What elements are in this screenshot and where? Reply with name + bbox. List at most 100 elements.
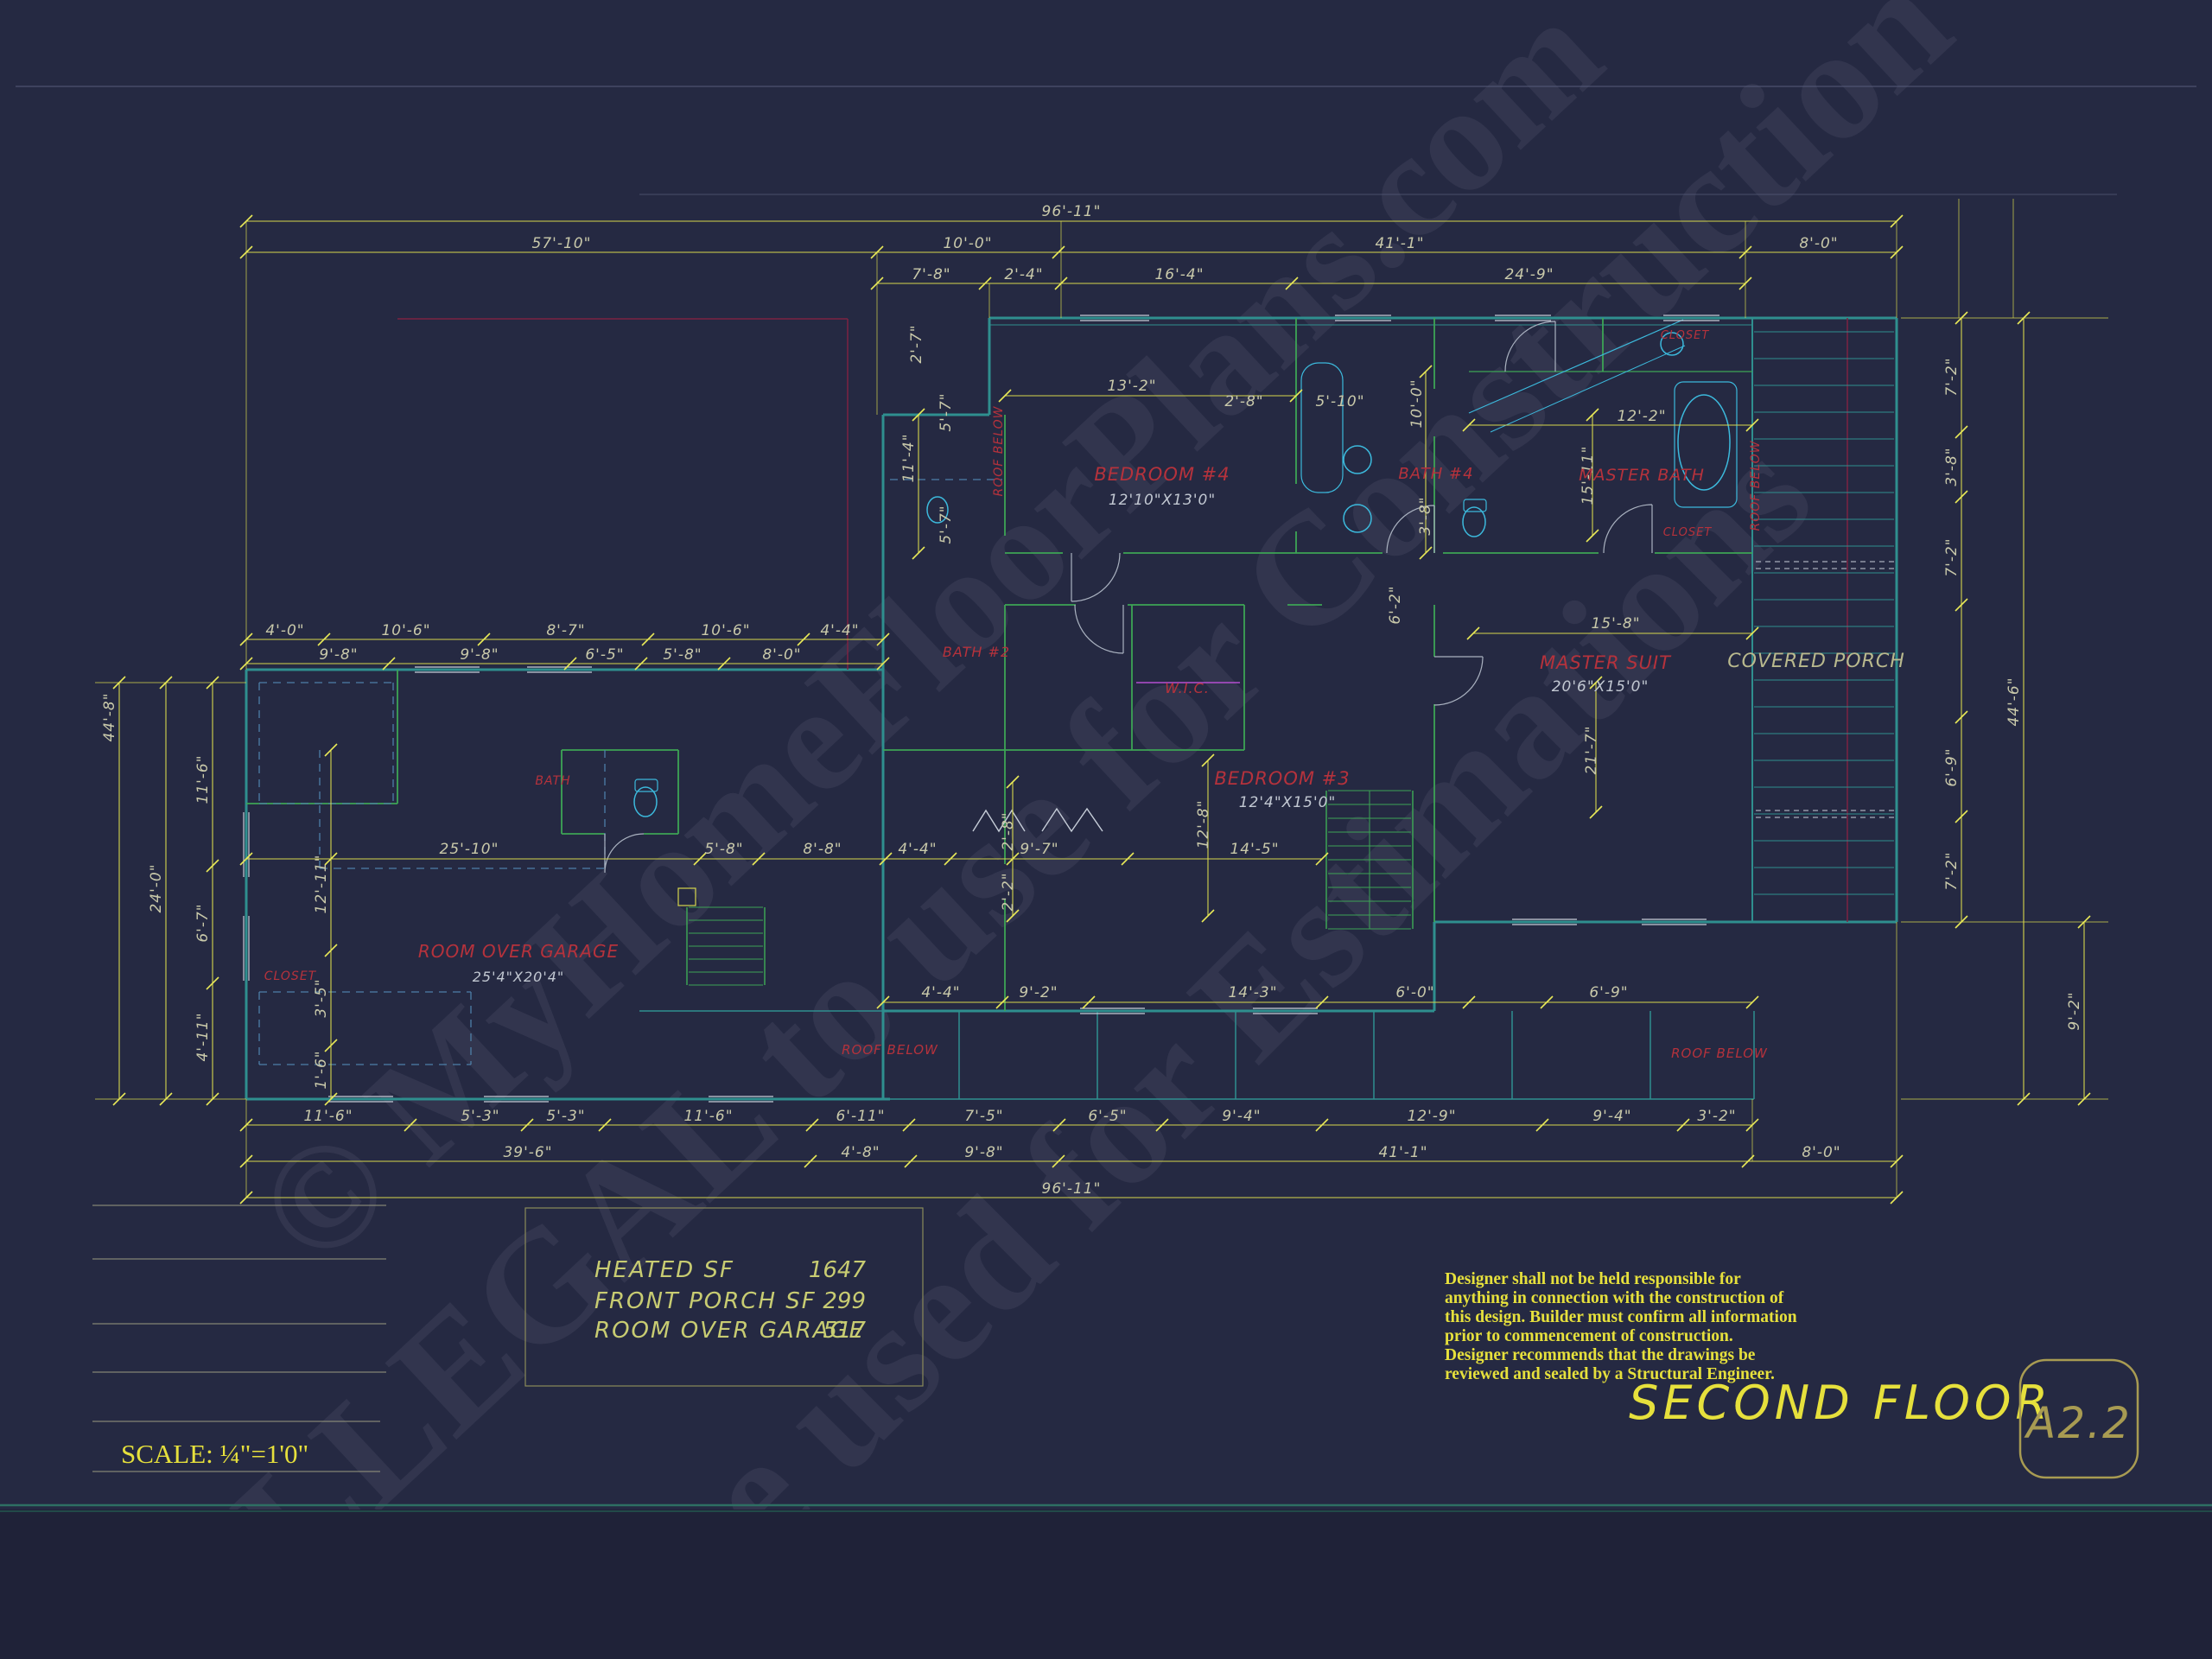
area-table-label: FRONT PORCH SF <box>594 1288 817 1314</box>
dim-tick <box>944 852 957 866</box>
dim-label: 24'-0" <box>148 863 165 912</box>
dim-tick <box>239 632 253 646</box>
area-table-box <box>524 1207 924 1387</box>
dim-label: 2'-8" <box>1224 393 1263 410</box>
dim-label: 44'-8" <box>101 692 118 741</box>
dim-label: 41'-1" <box>1375 235 1424 252</box>
dim-tick <box>159 1092 173 1106</box>
room-label: BATH #2 <box>943 644 1010 660</box>
dim-tick <box>1052 1118 1066 1132</box>
dim-label: 9'-4" <box>1592 1108 1631 1125</box>
dim-tick <box>805 1118 819 1132</box>
dim-label: 2'-2" <box>1000 872 1017 911</box>
dim-label: 6'-9" <box>1943 747 1961 786</box>
dim-tick <box>206 859 219 873</box>
dim-tick <box>879 852 893 866</box>
dim-tick <box>1419 546 1433 560</box>
dim-tick <box>1535 1118 1549 1132</box>
dim-label: 13'-2" <box>1107 378 1156 395</box>
dim-tick <box>1315 995 1329 1009</box>
dim-tick <box>870 276 884 290</box>
dim-tick <box>2017 311 2031 325</box>
room-label: CLOSET <box>264 969 317 983</box>
dim-label: 6'-9" <box>1589 984 1628 1001</box>
area-table-label: HEATED SF <box>594 1257 734 1283</box>
dim-tick <box>324 1039 338 1052</box>
room-label: 12'4"X15'0" <box>1239 794 1337 811</box>
dim-label: 3'-5" <box>313 978 330 1017</box>
dim-label: 6'-5" <box>585 646 624 664</box>
dim-label: 96'-11" <box>1042 203 1102 220</box>
dim-label: 8'-7" <box>546 622 585 639</box>
dim-tick <box>239 245 253 259</box>
dim-tick <box>1890 245 1904 259</box>
dim-tick <box>1315 852 1329 866</box>
dim-tick <box>206 1092 219 1106</box>
dim-label: 12'-2" <box>1617 408 1666 425</box>
detail-path <box>1041 807 1103 833</box>
area-table-value: 517 <box>823 1318 866 1344</box>
disclaimer-line: Designer shall not be held responsible f… <box>1445 1270 1741 1288</box>
dim-label: 9'-8" <box>319 646 358 664</box>
fixture-rect <box>1674 381 1738 508</box>
room-label: COVERED PORCH <box>1727 651 1905 672</box>
dim-tick <box>1054 276 1068 290</box>
detail-path <box>1504 321 1556 372</box>
dim-tick <box>1955 598 1968 612</box>
dim-label: 10'-0" <box>943 235 992 252</box>
fixture-rect <box>634 779 658 792</box>
area-table-value: 1647 <box>809 1257 867 1283</box>
dim-tick <box>1121 852 1135 866</box>
room-label: BEDROOM #4 <box>1094 464 1230 485</box>
dim-tick <box>239 1118 253 1132</box>
dim-tick <box>1745 626 1759 640</box>
dim-tick <box>870 245 884 259</box>
dim-tick <box>1890 1154 1904 1168</box>
dim-tick <box>1745 995 1759 1009</box>
room-label: MASTER BATH <box>1579 466 1705 485</box>
dim-tick <box>2017 1092 2031 1106</box>
room-label: 20'6"X15'0" <box>1552 678 1649 696</box>
dim-label: 14'-3" <box>1228 984 1277 1001</box>
dim-label: 16'-4" <box>1154 266 1204 283</box>
dim-label: 6'-2" <box>1387 585 1404 624</box>
area-table: HEATED SF 1647 FRONT PORCH SF 299 ROOM O… <box>524 1207 924 1387</box>
dim-tick <box>1006 909 1020 923</box>
room-label: BATH #4 <box>1398 465 1473 483</box>
dim-label: 9'-4" <box>1222 1108 1261 1125</box>
detail-path <box>1603 504 1653 554</box>
dim-tick <box>1052 245 1065 259</box>
dim-tick <box>324 944 338 957</box>
dim-tick <box>1419 365 1433 378</box>
dim-label: 96'-11" <box>1042 1180 1102 1198</box>
dim-tick <box>1466 626 1480 640</box>
dim-label: 6'-5" <box>1088 1108 1127 1125</box>
dim-label: 9'-2" <box>1019 984 1058 1001</box>
dim-label: 5'-10" <box>1315 393 1364 410</box>
dim-tick <box>876 995 890 1009</box>
dim-label: 57'-10" <box>532 235 592 252</box>
disclaimer-line: reviewed and sealed by a Structural Engi… <box>1445 1365 1775 1383</box>
dim-label: 12'-9" <box>1407 1108 1456 1125</box>
sheet-number-box <box>2018 1358 2139 1479</box>
fixture-ellipse <box>1660 332 1684 356</box>
dim-label: 11'-6" <box>194 754 212 804</box>
dim-label: 2'-7" <box>908 324 925 363</box>
dim-label: 4'-11" <box>194 1012 212 1061</box>
dim-label: 3'-2" <box>1697 1108 1736 1125</box>
dim-tick <box>317 632 331 646</box>
dim-tick <box>112 676 126 690</box>
sheet-number-badge: A2.2 <box>2018 1358 2139 1479</box>
dim-label: 11'-4" <box>900 433 918 482</box>
dim-label: 10'-6" <box>701 622 750 639</box>
fixture-ellipse <box>1343 504 1372 533</box>
dim-tick <box>1589 805 1603 819</box>
disclaimer-note: Designer shall not be held responsible f… <box>1445 1270 1797 1383</box>
dim-label: 25'-10" <box>440 841 499 858</box>
dim-tick <box>1462 418 1476 432</box>
detail-path <box>1071 552 1121 602</box>
dim-label: 21'-7" <box>1583 725 1600 774</box>
dim-label: 12'-8" <box>1195 799 1212 849</box>
dim-tick <box>978 276 992 290</box>
